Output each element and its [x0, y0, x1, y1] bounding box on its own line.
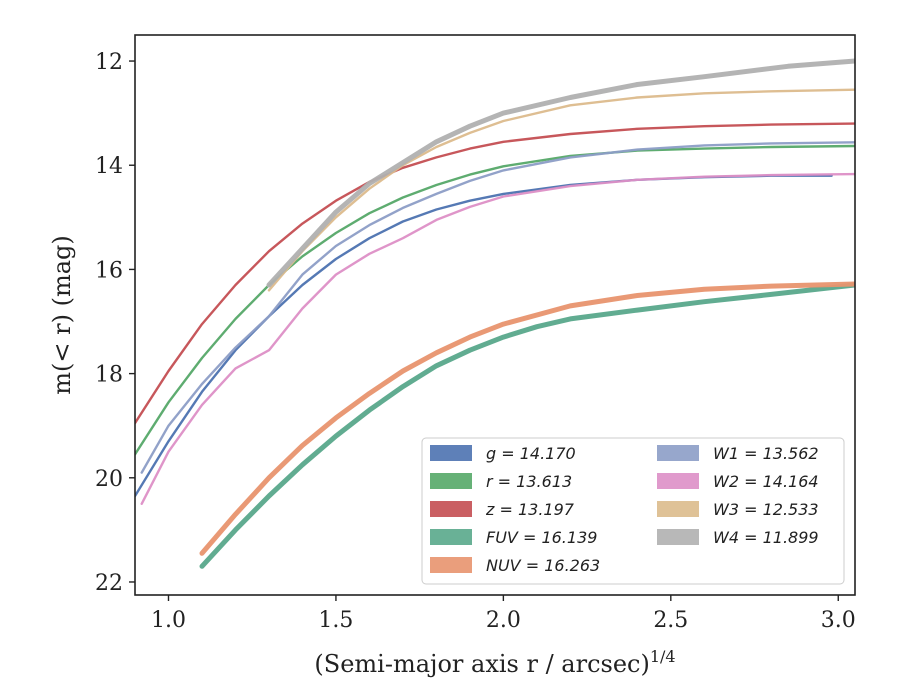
y-tick-label: 18: [95, 363, 123, 388]
legend-label-w1: W1 = 13.562: [713, 444, 819, 463]
legend-label-z: z = 13.197: [485, 500, 575, 519]
legend-swatch-w2: [657, 473, 699, 489]
series-line-w2: [140, 172, 855, 505]
x-axis: 1.0 1.5 2.0 2.5 3.0: [151, 595, 856, 633]
legend-label-g: g = 14.170: [486, 444, 576, 463]
legend-swatch-w1: [657, 445, 699, 461]
x-axis-label: (Semi-major axis r / arcsec)1/4: [314, 647, 675, 678]
series-line-r: [135, 144, 855, 456]
series-line-nuv: [199, 281, 855, 556]
y-tick-label: 16: [95, 258, 123, 283]
series-line-w3: [267, 88, 855, 292]
legend-swatch-r: [430, 473, 472, 489]
x-tick-label: 2.0: [486, 608, 521, 633]
y-axis-label: m(< r) (mag): [48, 235, 76, 394]
series-line-w4: [266, 58, 855, 288]
legend: g = 14.170 r = 13.613 z = 13.197 FUV = 16.1…: [421, 437, 845, 585]
legend-swatch-nuv: [430, 557, 472, 573]
y-tick-label: 12: [95, 50, 123, 75]
legend-swatch-w4: [657, 529, 699, 545]
legend-label-w3: W3 = 12.533: [713, 500, 819, 519]
plot-frame: [134, 34, 856, 596]
x-tick-label: 1.0: [151, 608, 186, 633]
series-layer: [135, 58, 855, 569]
legend-swatch-fuv: [430, 529, 472, 545]
legend-swatch-w3: [657, 501, 699, 517]
y-tick-label: 14: [95, 154, 123, 179]
x-tick-label: 3.0: [821, 608, 856, 633]
series-line-w1: [140, 141, 855, 474]
y-axis: 12 14 16 18 20 22: [95, 50, 135, 596]
x-tick-label: 1.5: [318, 608, 353, 633]
series-line-fuv: [199, 282, 855, 569]
y-tick-label: 22: [95, 571, 123, 596]
legend-label-nuv: NUV = 16.263: [486, 556, 600, 575]
legend-label-r: r = 13.613: [486, 472, 572, 491]
legend-swatch-z: [430, 501, 472, 517]
series-line-z: [135, 122, 855, 425]
x-tick-label: 2.5: [653, 608, 688, 633]
legend-label-w2: W2 = 14.164: [713, 472, 819, 491]
legend-box: [421, 437, 845, 585]
legend-label-w4: W4 = 11.899: [713, 528, 819, 547]
legend-label-fuv: FUV = 16.139: [486, 528, 597, 547]
legend-swatch-g: [430, 445, 472, 461]
y-tick-label: 20: [95, 467, 123, 492]
